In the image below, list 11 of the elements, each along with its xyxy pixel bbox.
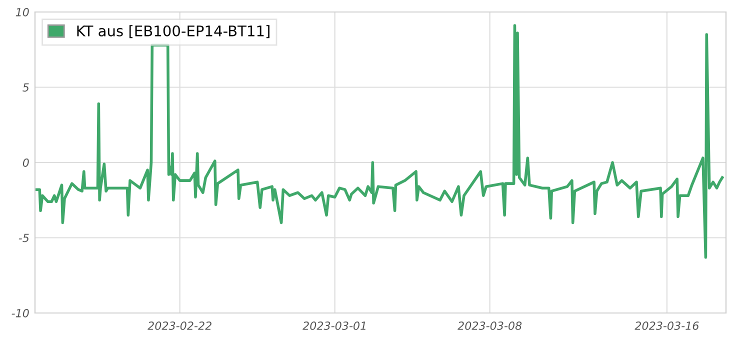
y-tick-label: 0 bbox=[22, 158, 29, 167]
x-tick-label: 2023-03-01 bbox=[302, 322, 366, 330]
x-tick-label: 2023-03-16 bbox=[634, 322, 699, 330]
x-tick-label: 2023-03-08 bbox=[458, 322, 522, 330]
y-tick-label: -10 bbox=[12, 308, 29, 318]
line-series bbox=[35, 24, 724, 259]
y-tick-label: 10 bbox=[16, 8, 29, 16]
x-tick-label: 2023-02-22 bbox=[148, 322, 212, 330]
y-tick-label: -5 bbox=[18, 234, 29, 242]
y-tick-label: 5 bbox=[22, 83, 29, 92]
legend-label: KT aus [EB100-EP14-BT11] bbox=[77, 25, 270, 38]
